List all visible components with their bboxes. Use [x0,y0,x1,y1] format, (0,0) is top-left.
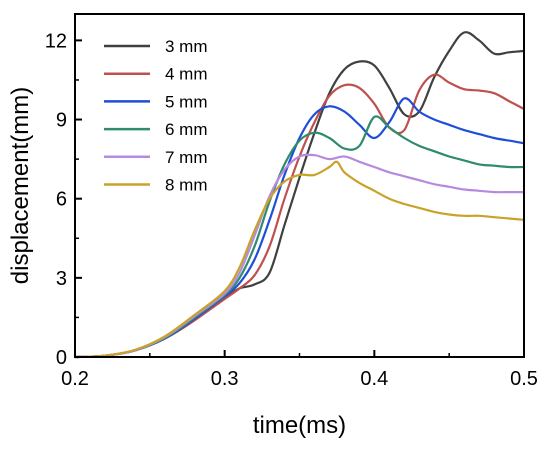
series-line-1 [74,31,525,359]
legend-label: 7 mm [165,148,208,167]
y-tick-label: 3 [56,268,67,290]
legend-label: 4 mm [165,65,208,84]
plot-frame [74,13,525,358]
legend: 3 mm 4 mm 5 mm 6 mm 7 mm 8 mm [104,37,208,195]
y-axis-ticks: 0 3 6 9 12 [45,30,82,369]
series-line-3 [74,97,525,359]
series-line-4 [74,115,525,359]
y-axis-label: displacement(mm) [7,87,34,284]
x-tick-label: 0.3 [211,368,239,390]
x-tick-label: 0.4 [360,368,388,390]
y-tick-label: 12 [45,30,67,52]
x-axis-ticks: 0.2 0.3 0.4 0.5 [61,350,538,390]
series-layer [74,31,525,359]
series-line-2 [74,73,525,359]
legend-label: 8 mm [165,176,208,195]
series-line-6 [74,160,525,359]
x-axis-label: time(ms) [253,412,346,439]
legend-label: 5 mm [165,92,208,111]
x-tick-label: 0.2 [61,368,89,390]
series-line-5 [74,153,524,359]
legend-label: 3 mm [165,37,208,56]
legend-label: 6 mm [165,120,208,139]
y-tick-label: 0 [56,347,67,369]
x-tick-label: 0.5 [510,368,538,390]
y-tick-label: 9 [56,110,67,132]
y-tick-label: 6 [56,189,67,211]
